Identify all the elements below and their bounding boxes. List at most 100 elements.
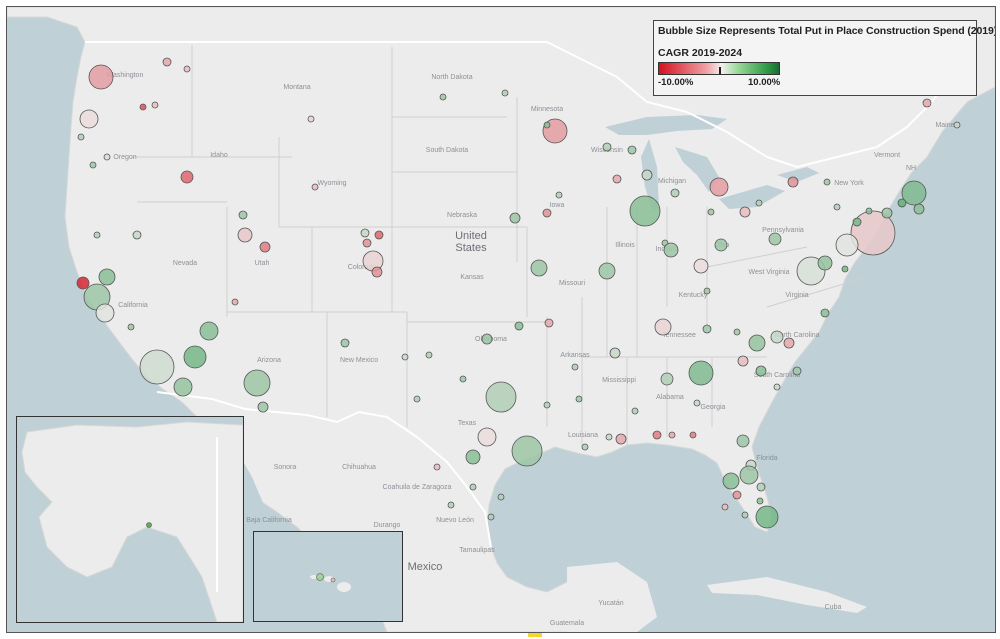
bubble[interactable] <box>770 330 784 344</box>
bubble[interactable] <box>485 381 517 413</box>
bubble[interactable] <box>127 323 135 331</box>
bubble[interactable] <box>555 191 563 199</box>
bubble[interactable] <box>509 212 521 224</box>
bubble[interactable] <box>146 522 152 528</box>
bubble[interactable] <box>865 207 873 215</box>
bubble[interactable] <box>360 228 370 238</box>
bubble[interactable] <box>741 511 749 519</box>
bubble[interactable] <box>739 206 751 218</box>
bubble[interactable] <box>709 177 729 197</box>
bubble[interactable] <box>901 180 927 206</box>
map-frame[interactable]: Washington Montana North Dakota Minnesota Or… <box>6 6 996 633</box>
bubble[interactable] <box>615 433 627 445</box>
bubble[interactable] <box>501 89 509 97</box>
bubble[interactable] <box>629 195 661 227</box>
bubble[interactable] <box>77 133 85 141</box>
bubble[interactable] <box>792 366 802 376</box>
bubble[interactable] <box>139 349 175 385</box>
bubble[interactable] <box>881 207 893 219</box>
bubble[interactable] <box>833 203 841 211</box>
bubble[interactable] <box>668 431 676 439</box>
bubble[interactable] <box>702 324 712 334</box>
bubble[interactable] <box>543 401 551 409</box>
bubble[interactable] <box>652 430 662 440</box>
bubble[interactable] <box>311 183 319 191</box>
bubble[interactable] <box>722 472 740 490</box>
bubble[interactable] <box>688 360 714 386</box>
bubble[interactable] <box>469 483 477 491</box>
bubble[interactable] <box>162 57 172 67</box>
bubble[interactable] <box>575 395 583 403</box>
bubble[interactable] <box>307 115 315 123</box>
bubble[interactable] <box>612 174 622 184</box>
bubble[interactable] <box>95 303 115 323</box>
bubble[interactable] <box>703 287 711 295</box>
bubble[interactable] <box>88 64 114 90</box>
bubble[interactable] <box>755 199 763 207</box>
bubble[interactable] <box>732 490 742 500</box>
bubble[interactable] <box>598 262 616 280</box>
bubble[interactable] <box>820 308 830 318</box>
bubble[interactable] <box>132 230 142 240</box>
bubble[interactable] <box>199 321 219 341</box>
bubble[interactable] <box>542 208 552 218</box>
bubble[interactable] <box>340 338 350 348</box>
bubble[interactable] <box>773 383 781 391</box>
bubble[interactable] <box>180 170 194 184</box>
bubble[interactable] <box>737 355 749 367</box>
bubble[interactable] <box>316 573 324 581</box>
bubble[interactable] <box>362 238 372 248</box>
bubble[interactable] <box>922 98 932 108</box>
bubble[interactable] <box>756 482 766 492</box>
bubble[interactable] <box>823 178 831 186</box>
bubble[interactable] <box>459 375 467 383</box>
bubble[interactable] <box>571 363 579 371</box>
bubble[interactable] <box>783 337 795 349</box>
bubble-layer[interactable] <box>76 57 961 529</box>
bubble[interactable] <box>739 465 759 485</box>
bubble[interactable] <box>330 577 336 583</box>
bubble[interactable] <box>631 407 639 415</box>
bubble[interactable] <box>663 242 679 258</box>
bubble[interactable] <box>756 497 764 505</box>
bubble[interactable] <box>433 463 441 471</box>
bubble[interactable] <box>371 266 383 278</box>
bubble[interactable] <box>913 203 925 215</box>
bubble[interactable] <box>852 217 862 227</box>
bubble[interactable] <box>374 230 384 240</box>
bubble[interactable] <box>259 241 271 253</box>
bubble[interactable] <box>173 377 193 397</box>
bubble[interactable] <box>953 121 961 129</box>
bubble[interactable] <box>465 449 481 465</box>
bubble[interactable] <box>183 345 207 369</box>
bubble[interactable] <box>98 268 116 286</box>
bubble[interactable] <box>237 227 253 243</box>
bubble[interactable] <box>641 169 653 181</box>
bubble[interactable] <box>787 176 799 188</box>
bubble[interactable] <box>755 505 779 529</box>
bubble[interactable] <box>897 198 907 208</box>
bubble[interactable] <box>733 328 741 336</box>
bubble[interactable] <box>693 258 709 274</box>
bubble[interactable] <box>103 153 111 161</box>
bubble[interactable] <box>425 351 433 359</box>
bubble[interactable] <box>477 427 497 447</box>
bubble[interactable] <box>93 231 101 239</box>
bubble[interactable] <box>257 401 269 413</box>
alaska-inset[interactable] <box>16 416 244 623</box>
us-map[interactable]: Washington Montana North Dakota Minnesota Or… <box>7 7 995 632</box>
bubble[interactable] <box>581 443 589 451</box>
bubble[interactable] <box>497 493 505 501</box>
bubble[interactable] <box>693 399 701 407</box>
bubble[interactable] <box>413 395 421 403</box>
bubble[interactable] <box>602 142 612 152</box>
bubble[interactable] <box>231 298 239 306</box>
bubble[interactable] <box>654 318 672 336</box>
bubble[interactable] <box>481 333 493 345</box>
bubble[interactable] <box>514 321 524 331</box>
hawaii-inset[interactable] <box>253 531 403 622</box>
bubble[interactable] <box>139 103 147 111</box>
bubble[interactable] <box>487 513 495 521</box>
bubble[interactable] <box>605 433 613 441</box>
bubble[interactable] <box>736 434 750 448</box>
